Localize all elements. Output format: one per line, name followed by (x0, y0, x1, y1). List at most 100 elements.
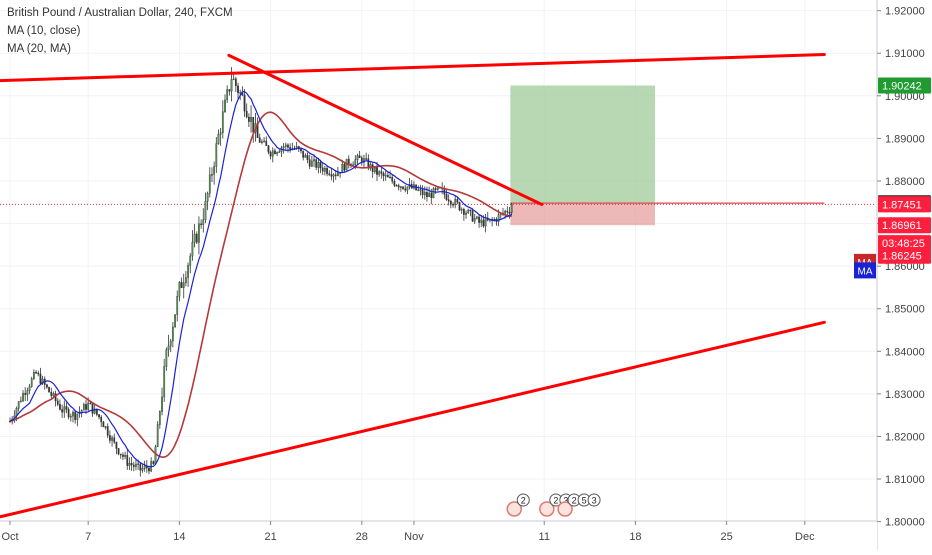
event-marker[interactable]: 2 (506, 493, 530, 517)
candle-body (167, 345, 170, 350)
price-label-tag[interactable]: 03:48:25 (878, 235, 931, 252)
candle-body (300, 148, 302, 152)
symbol-title[interactable]: British Pound / Australian Dollar, 240, … (7, 7, 233, 19)
candle (234, 76, 237, 92)
candle (198, 216, 200, 255)
candle (384, 169, 387, 181)
price-axis[interactable]: 1.80000 1.81000 1.82000 1.83000 1.84000 1.850… (854, 0, 932, 550)
candle-body (484, 217, 487, 227)
candle-body (217, 134, 220, 144)
candle-body (93, 408, 96, 414)
ma-slow-legend[interactable]: MA (20, MA) (7, 43, 71, 55)
ma-fast-legend[interactable]: MA (10, close) (7, 25, 81, 37)
indicator-tag-box (854, 262, 876, 279)
candle (26, 387, 29, 401)
candle-body (432, 188, 435, 199)
candle (124, 451, 126, 460)
candle-body (189, 255, 192, 266)
candle (100, 415, 103, 428)
candle (226, 85, 229, 104)
candle (317, 157, 320, 174)
price-label-tag[interactable]: 1.86961 (878, 217, 931, 234)
candle (139, 463, 142, 477)
candle (276, 151, 278, 157)
candle (202, 208, 205, 233)
candle-body (46, 384, 48, 388)
candle-body (56, 400, 59, 405)
candle (191, 230, 194, 261)
candle (76, 413, 79, 427)
candle-body (137, 463, 140, 465)
candle (389, 170, 391, 179)
candle (126, 449, 129, 470)
candle-body (119, 453, 122, 456)
time-axis[interactable]: Oct 7 14 21 28 Nov 11 18 25 Dec (0, 520, 877, 550)
candle (135, 458, 137, 471)
candle-body (67, 409, 70, 418)
candle (93, 403, 96, 415)
price-label-text: 1.90242 (882, 81, 922, 93)
candle (211, 167, 213, 182)
candle-body (404, 188, 407, 191)
trendline-upper-resistance[interactable] (0, 53, 826, 83)
candle-body (449, 200, 452, 205)
candle-body (89, 402, 92, 405)
event-count-label: 3 (592, 496, 597, 506)
trendline-descending-line[interactable] (227, 53, 544, 206)
candle-body (302, 150, 305, 158)
candle-body (122, 454, 124, 457)
candle (104, 425, 107, 430)
candle-body (69, 415, 72, 418)
candle-body (109, 435, 111, 441)
candle (89, 401, 92, 405)
price-tick-label: 1.80000 (885, 517, 925, 529)
candle (343, 162, 346, 173)
flag-icon (539, 501, 555, 517)
trendline-rising-support[interactable] (0, 320, 826, 519)
profit-zone[interactable] (510, 85, 655, 204)
candle-body (337, 172, 339, 176)
time-tick-label: Oct (1, 531, 18, 543)
candle-body (354, 159, 357, 165)
candle (326, 165, 328, 177)
candle (261, 139, 263, 145)
candle (376, 161, 378, 181)
candle (65, 402, 68, 414)
candle-body (87, 402, 90, 410)
candle-body (428, 192, 431, 198)
candle-body (152, 461, 155, 464)
candle-body (371, 164, 374, 173)
grid-lines (0, 0, 876, 523)
candle (152, 460, 155, 466)
candle-body (117, 448, 120, 455)
candle-body (132, 464, 135, 467)
candle (61, 404, 63, 418)
candle (380, 167, 383, 179)
price-label-box (878, 235, 931, 252)
candle (269, 150, 272, 160)
candle-body (22, 393, 24, 402)
price-label-text: 03:48:25 (882, 238, 925, 250)
candle (382, 171, 385, 182)
candle (330, 168, 333, 181)
flag-icon (557, 501, 573, 517)
candle-body (402, 186, 404, 190)
candle-body (304, 155, 307, 158)
candle-body (245, 110, 248, 118)
price-label-tag[interactable]: 1.87451 (878, 196, 931, 213)
candle-body (274, 150, 276, 155)
price-label-tag[interactable]: 1.90242 (878, 77, 931, 94)
candle-body (386, 175, 389, 178)
candle-body (213, 166, 216, 175)
candle-body (365, 158, 368, 160)
chart-legend: British Pound / Australian Dollar, 240, … (7, 4, 233, 58)
candle-body (106, 426, 109, 436)
loss-zone[interactable] (510, 203, 655, 226)
price-label-tag[interactable]: 1.86245 (878, 247, 931, 264)
indicator-tag[interactable]: MA (854, 262, 876, 279)
candle (215, 137, 218, 174)
candle-body (284, 144, 287, 147)
candle-body (434, 188, 437, 190)
